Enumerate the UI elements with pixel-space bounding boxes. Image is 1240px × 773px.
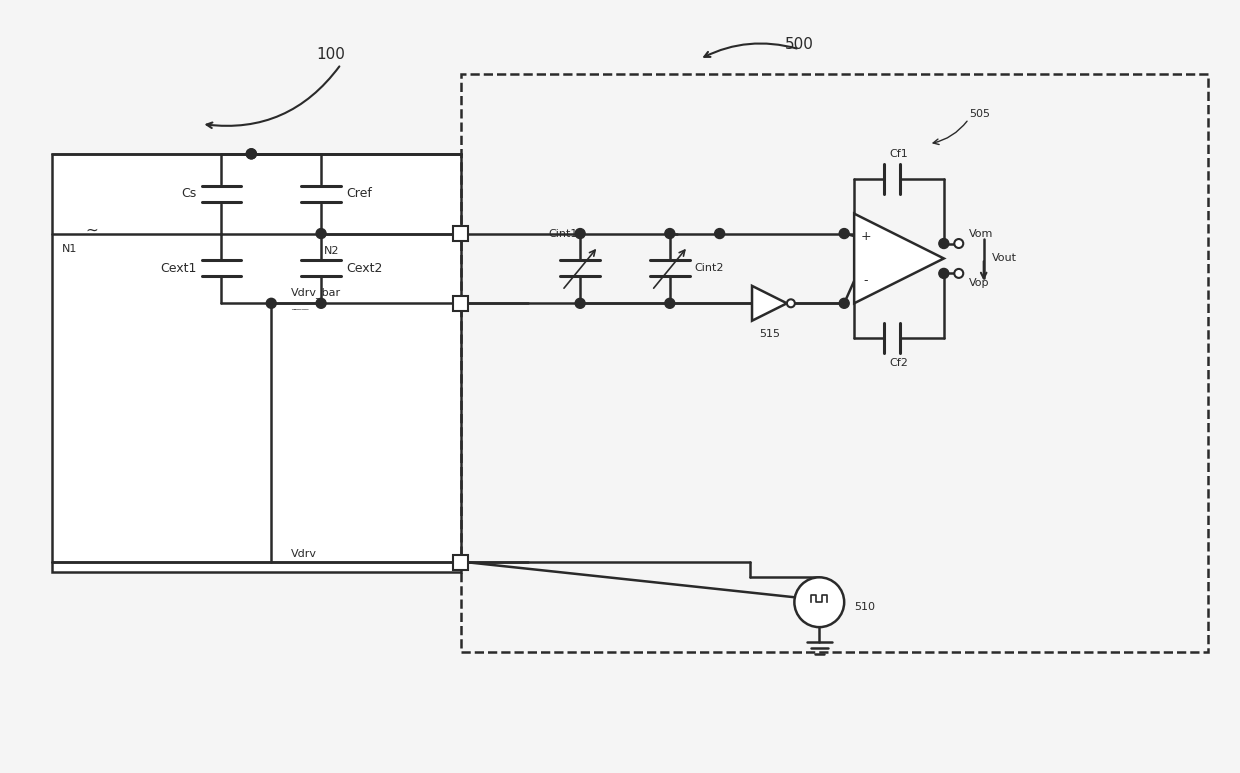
- Circle shape: [575, 298, 585, 308]
- Bar: [460, 74, 1208, 652]
- Text: Cf2: Cf2: [889, 358, 909, 368]
- Circle shape: [665, 229, 675, 239]
- Text: Cf1: Cf1: [889, 149, 909, 158]
- Polygon shape: [751, 286, 787, 321]
- Text: 515: 515: [759, 329, 780, 339]
- Text: 510: 510: [854, 602, 875, 612]
- Text: +: +: [861, 230, 872, 243]
- Text: 500: 500: [785, 37, 813, 52]
- Text: Cext1: Cext1: [160, 262, 196, 275]
- Text: Cs: Cs: [181, 187, 196, 200]
- Bar: [453, 226, 467, 241]
- Text: _____: _____: [291, 305, 309, 310]
- Circle shape: [316, 229, 326, 239]
- Circle shape: [839, 229, 849, 239]
- Circle shape: [939, 239, 949, 248]
- Circle shape: [267, 298, 277, 308]
- Bar: [52, 154, 460, 572]
- Text: -: -: [864, 274, 868, 288]
- Text: Vdrv_bar: Vdrv_bar: [291, 288, 341, 298]
- Circle shape: [955, 269, 963, 278]
- Text: Vop: Vop: [968, 278, 990, 288]
- Text: ~: ~: [86, 223, 98, 238]
- Circle shape: [714, 229, 724, 239]
- Bar: [453, 296, 467, 311]
- Text: Vout: Vout: [992, 254, 1017, 264]
- Text: Cref: Cref: [346, 187, 372, 200]
- Circle shape: [795, 577, 844, 627]
- Text: Vom: Vom: [968, 229, 993, 239]
- Circle shape: [787, 299, 795, 308]
- Text: Cext2: Cext2: [346, 262, 382, 275]
- Circle shape: [247, 149, 257, 158]
- Text: Cint2: Cint2: [694, 264, 724, 274]
- Text: 100: 100: [316, 46, 346, 62]
- Circle shape: [955, 239, 963, 248]
- Text: N2: N2: [324, 246, 340, 256]
- Circle shape: [839, 298, 849, 308]
- Text: N1: N1: [62, 243, 77, 254]
- Text: Vdrv: Vdrv: [291, 550, 317, 560]
- Circle shape: [247, 149, 257, 158]
- Circle shape: [665, 298, 675, 308]
- Text: 505: 505: [968, 109, 990, 119]
- Circle shape: [575, 229, 585, 239]
- Polygon shape: [854, 213, 944, 303]
- Circle shape: [316, 298, 326, 308]
- Bar: [453, 555, 467, 570]
- Text: Cint1: Cint1: [549, 229, 578, 239]
- Circle shape: [939, 268, 949, 278]
